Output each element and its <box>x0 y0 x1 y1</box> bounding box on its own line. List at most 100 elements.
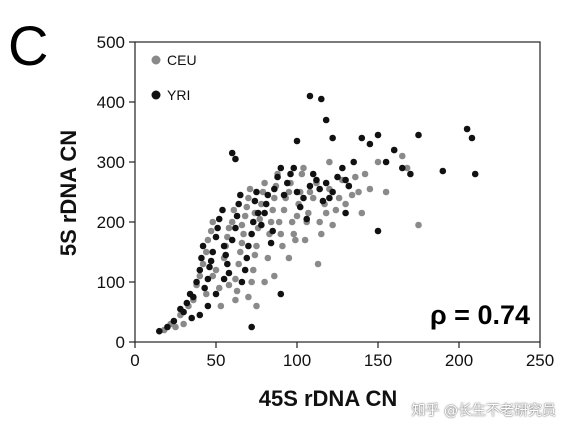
point-yri <box>204 302 212 310</box>
point-ceu <box>305 209 312 217</box>
point-yri <box>196 266 204 274</box>
y-tick-label: 0 <box>116 333 125 352</box>
y-tick-label: 500 <box>97 33 125 52</box>
legend-marker-yri <box>151 90 161 100</box>
point-yri <box>180 308 187 316</box>
point-yri <box>238 278 246 286</box>
point-ceu <box>271 194 278 202</box>
point-ceu <box>261 278 268 286</box>
point-ceu <box>326 158 333 166</box>
point-ceu <box>215 284 223 292</box>
legend-marker-ceu <box>151 55 161 65</box>
point-yri <box>293 137 301 145</box>
point-yri <box>277 290 285 298</box>
x-axis-label: 45S rDNA CN <box>259 386 398 411</box>
point-ceu <box>258 200 265 208</box>
point-yri <box>329 134 336 142</box>
point-yri <box>271 185 278 193</box>
point-ceu <box>241 212 249 220</box>
point-ceu <box>217 302 225 310</box>
point-yri <box>241 266 249 274</box>
point-yri <box>374 227 382 235</box>
point-ceu <box>348 191 356 199</box>
point-yri <box>201 284 208 292</box>
point-ceu <box>232 275 239 283</box>
point-yri <box>439 167 447 175</box>
point-ceu <box>309 194 317 202</box>
point-ceu <box>352 173 359 181</box>
point-yri <box>316 185 323 193</box>
point-ceu <box>204 236 212 244</box>
point-ceu <box>238 239 246 247</box>
point-ceu <box>415 221 422 229</box>
point-ceu <box>399 152 406 160</box>
point-yri <box>220 275 228 283</box>
y-tick-label: 200 <box>97 213 125 232</box>
point-ceu <box>280 206 288 214</box>
point-yri <box>350 158 358 166</box>
point-yri <box>220 242 228 250</box>
axes: 0 50 100 150 200 250 0 100 200 300 400 500 <box>97 33 555 370</box>
point-yri <box>245 242 252 250</box>
y-tick-label: 400 <box>97 93 125 112</box>
point-yri <box>463 125 471 133</box>
point-ceu <box>301 236 309 244</box>
point-ceu <box>235 260 242 268</box>
point-yri <box>198 254 205 262</box>
point-ceu <box>288 218 296 226</box>
point-yri <box>249 218 257 226</box>
point-ceu <box>259 188 267 196</box>
point-yri <box>253 188 260 196</box>
point-yri <box>199 242 207 250</box>
point-yri <box>219 206 226 214</box>
y-axis-label: 5S rDNA CN <box>56 130 81 256</box>
point-ceu <box>256 215 264 223</box>
point-yri <box>296 203 304 211</box>
plot-frame <box>134 41 541 343</box>
point-ceu <box>269 206 277 214</box>
point-yri <box>415 131 422 139</box>
point-yri <box>407 170 414 178</box>
point-ceu <box>253 242 260 250</box>
point-yri <box>262 200 270 208</box>
point-ceu <box>245 194 252 202</box>
point-yri <box>329 188 336 196</box>
point-ceu <box>196 272 204 280</box>
point-ceu <box>233 287 241 295</box>
legend-label-yri: YRI <box>167 87 190 103</box>
point-yri <box>204 275 212 283</box>
point-yri <box>212 233 220 241</box>
point-ceu <box>251 251 259 259</box>
point-yri <box>188 314 195 322</box>
point-ceu <box>249 266 257 274</box>
point-ceu <box>316 218 323 226</box>
point-ceu <box>246 185 254 193</box>
point-ceu <box>230 206 238 214</box>
point-yri <box>345 182 353 190</box>
point-yri <box>215 215 223 223</box>
point-yri <box>390 146 398 154</box>
point-yri <box>342 176 349 184</box>
legend-label-ceu: CEU <box>167 52 197 68</box>
point-yri <box>471 170 479 178</box>
point-yri <box>313 176 320 184</box>
point-yri <box>235 200 242 208</box>
point-yri <box>233 212 241 220</box>
x-tick-label: 150 <box>364 351 392 370</box>
point-yri <box>248 230 255 238</box>
point-yri <box>214 224 221 232</box>
point-ceu <box>245 293 252 301</box>
point-yri <box>228 236 236 244</box>
point-ceu <box>300 164 307 172</box>
point-ceu <box>224 233 231 241</box>
point-yri <box>228 149 236 157</box>
point-ceu <box>275 218 283 226</box>
point-ceu <box>207 227 215 235</box>
point-ceu <box>403 164 411 172</box>
point-yri <box>248 323 255 331</box>
point-yri <box>156 327 163 335</box>
point-yri <box>274 173 281 181</box>
point-yri <box>225 269 233 277</box>
point-ceu <box>238 221 246 229</box>
point-yri <box>224 260 231 268</box>
